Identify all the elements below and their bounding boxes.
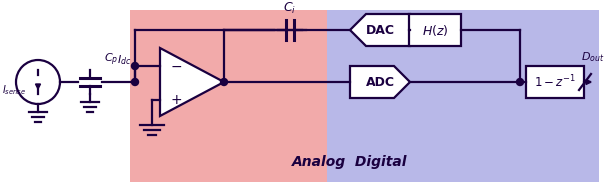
Text: $D_{out}$: $D_{out}$: [581, 50, 605, 64]
Text: DAC: DAC: [365, 24, 394, 36]
Polygon shape: [586, 79, 591, 85]
Polygon shape: [350, 14, 410, 46]
FancyBboxPatch shape: [130, 10, 327, 182]
Circle shape: [16, 60, 60, 104]
Text: $C_p$: $C_p$: [104, 52, 119, 68]
Circle shape: [131, 63, 139, 70]
Polygon shape: [350, 66, 410, 98]
Text: $1-z^{-1}$: $1-z^{-1}$: [534, 74, 576, 90]
Text: $I_{sense}$: $I_{sense}$: [2, 83, 27, 97]
FancyBboxPatch shape: [327, 10, 599, 182]
Text: $+$: $+$: [170, 93, 182, 107]
Circle shape: [517, 78, 523, 86]
Text: $-$: $-$: [170, 59, 182, 73]
FancyBboxPatch shape: [409, 14, 461, 46]
Polygon shape: [132, 65, 137, 70]
Circle shape: [220, 78, 227, 86]
Circle shape: [131, 78, 139, 86]
Text: Analog  Digital: Analog Digital: [292, 155, 408, 169]
FancyBboxPatch shape: [526, 66, 584, 98]
Text: $I_{dc}$: $I_{dc}$: [117, 53, 131, 67]
Polygon shape: [36, 84, 41, 89]
Text: $H(z)$: $H(z)$: [422, 22, 448, 37]
Text: ADC: ADC: [365, 75, 394, 89]
Text: $C_i$: $C_i$: [283, 1, 296, 16]
Polygon shape: [160, 48, 224, 116]
